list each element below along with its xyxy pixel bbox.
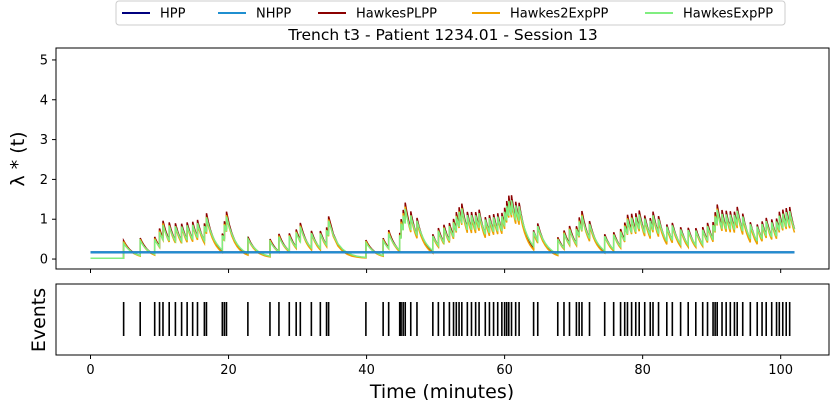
y-tick-label: 5 [40,53,48,68]
y-tick-label: 3 [40,133,48,148]
x-tick-label: 80 [634,363,651,378]
legend-label: HPP [160,7,186,22]
events-panel-frame [55,283,830,356]
legend-label: Hawkes2ExpPP [510,7,608,22]
legend-label: HawkesExpPP [683,7,773,22]
y-tick-label: 1 [40,213,48,228]
x-tick-label: 40 [358,363,375,378]
legend: HPP NHPP HawkesPLPP Hawkes2ExpPP HawkesExpPP [115,0,786,26]
events-panel: 0 20 40 60 80 100 Events Time (minutes) [28,283,830,400]
y-axis-label: λ * (t) [7,131,29,186]
y-tick-label: 2 [40,173,48,188]
x-axis-label: Time (minutes) [369,381,514,400]
x-tick-label: 0 [86,363,94,378]
series-line-hawkesexppp [90,200,796,259]
intensity-panel: 0 1 2 3 4 5 λ * (t) [7,47,830,273]
events-axis-label: Events [28,288,50,352]
legend-label: HawkesPLPP [356,7,437,22]
x-tick-label: 100 [768,363,793,378]
chart-title: Trench t3 - Patient 1234.01 - Session 13 [287,26,597,44]
legend-label: NHPP [256,7,291,22]
y-tick-label: 4 [40,93,48,108]
x-tick-label: 20 [220,363,237,378]
y-tick-label: 0 [40,253,48,268]
legend-box [115,0,786,26]
x-tick-label: 60 [496,363,513,378]
intensity-panel-frame [55,47,830,270]
